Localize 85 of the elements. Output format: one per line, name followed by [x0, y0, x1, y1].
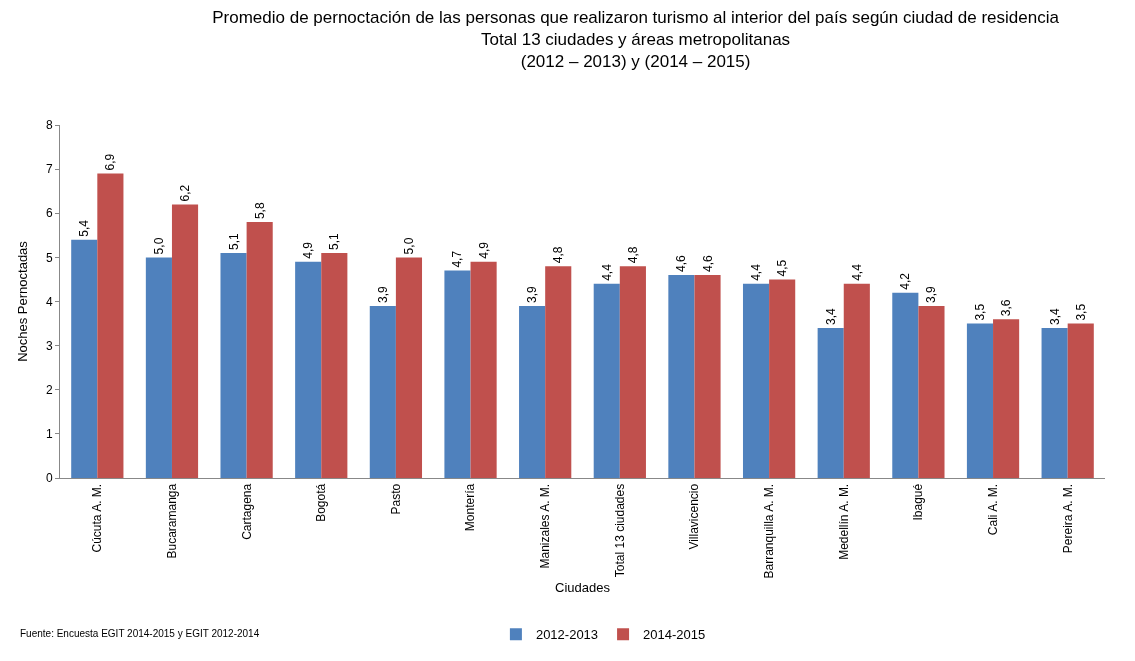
x-tick-label: Medellín A. M. [836, 483, 851, 560]
y-tick-label: 5 [45, 250, 53, 265]
bar [369, 305, 396, 478]
bar [1067, 323, 1094, 478]
bar [966, 323, 994, 478]
bar [470, 261, 497, 478]
source-note: Fuente: Encuesta EGIT 2014-2015 y EGIT 2012-2014 [20, 628, 260, 639]
data-label: 4,6 [700, 255, 715, 273]
data-label: 5,8 [252, 202, 267, 220]
y-tick-label: 8 [45, 118, 53, 133]
x-tick-label: Pereira A. M. [1060, 483, 1075, 554]
bar [545, 266, 572, 478]
x-tick-label: Montería [463, 483, 478, 532]
data-label: 3,4 [1047, 307, 1062, 325]
bar [519, 305, 546, 478]
bar [246, 222, 273, 478]
data-label: 4,9 [301, 241, 316, 259]
data-label: 3,5 [972, 303, 987, 321]
bar [769, 279, 796, 478]
bar [918, 305, 945, 478]
data-label: 6,9 [103, 153, 118, 171]
bar [668, 275, 695, 478]
data-label: 3,9 [375, 285, 390, 303]
bar [321, 252, 348, 478]
data-label: 4,2 [898, 272, 913, 290]
y-tick-label: 3 [45, 338, 53, 353]
y-tick-label: 6 [45, 206, 53, 221]
legend-label: 2014-2015 [643, 627, 706, 643]
bar [993, 319, 1020, 478]
data-label: 4,4 [599, 263, 614, 281]
x-tick-label: Bucaramanga [164, 483, 179, 559]
y-tick-label: 1 [45, 427, 53, 442]
x-tick-label: Manizales A. M. [538, 483, 553, 569]
data-label: 3,6 [999, 299, 1014, 317]
bar [395, 257, 423, 478]
chart-title: Promedio de pernoctación de las personas que realizaron turismo al interior del país según ciudad de residencia Total 13 ciudades y áreas metropolitanas (2012 – 2013) y (2014 – 2015) [212, 8, 1060, 72]
data-label: 6,2 [178, 184, 193, 202]
bar [1041, 327, 1068, 478]
bar [295, 261, 322, 478]
data-label: 5,1 [226, 232, 241, 250]
data-label: 3,4 [823, 307, 838, 325]
x-tick-label: Cali A. M. [985, 483, 1000, 536]
data-label: 4,8 [625, 246, 640, 264]
y-tick-label: 2 [45, 382, 53, 397]
data-label: 4,7 [450, 250, 465, 268]
data-label: 5,0 [401, 237, 416, 255]
bar [220, 252, 247, 478]
data-label: 4,8 [551, 246, 566, 264]
legend-label: 2012-2013 [535, 627, 599, 643]
bar [843, 283, 870, 478]
bar [444, 270, 471, 478]
x-tick-label: Pasto [388, 483, 403, 515]
y-tick-label: 4 [45, 294, 53, 309]
data-label: 4,4 [749, 263, 764, 281]
bar [892, 292, 919, 478]
data-label: 4,6 [674, 255, 689, 273]
data-label: 3,9 [525, 285, 540, 303]
bar [593, 283, 620, 478]
bar [71, 239, 98, 478]
x-tick-label: Villavicencio [687, 483, 702, 550]
y-tick-label: 0 [45, 471, 53, 486]
bar [97, 173, 124, 478]
bar [817, 327, 844, 478]
data-label: 4,5 [775, 259, 790, 277]
bar [619, 266, 646, 478]
data-label: 4,4 [849, 263, 864, 281]
x-tick-label: Bogotá [314, 483, 329, 522]
data-label: 5,0 [151, 237, 166, 255]
x-tick-label: Ibagué [911, 483, 926, 521]
bar [171, 204, 199, 478]
bar [694, 275, 721, 478]
data-label: 3,9 [924, 285, 939, 303]
x-tick-label: Total 13 ciudades [612, 483, 627, 578]
data-label: 5,1 [327, 232, 342, 250]
data-label: 3,5 [1073, 303, 1088, 321]
x-tick-label: Cartagena [239, 483, 254, 540]
y-tick-label: 7 [45, 162, 53, 177]
bar [145, 257, 172, 478]
bar [742, 283, 770, 478]
x-tick-label: Cúcuta A. M. [90, 483, 105, 553]
data-label: 4,9 [476, 241, 491, 259]
y-axis-title: Noches Pernoctadas [14, 240, 30, 362]
x-axis-title: Ciudades [555, 580, 611, 596]
x-tick-label: Barranquilla A. M. [762, 483, 777, 579]
data-label: 5,4 [77, 219, 92, 237]
